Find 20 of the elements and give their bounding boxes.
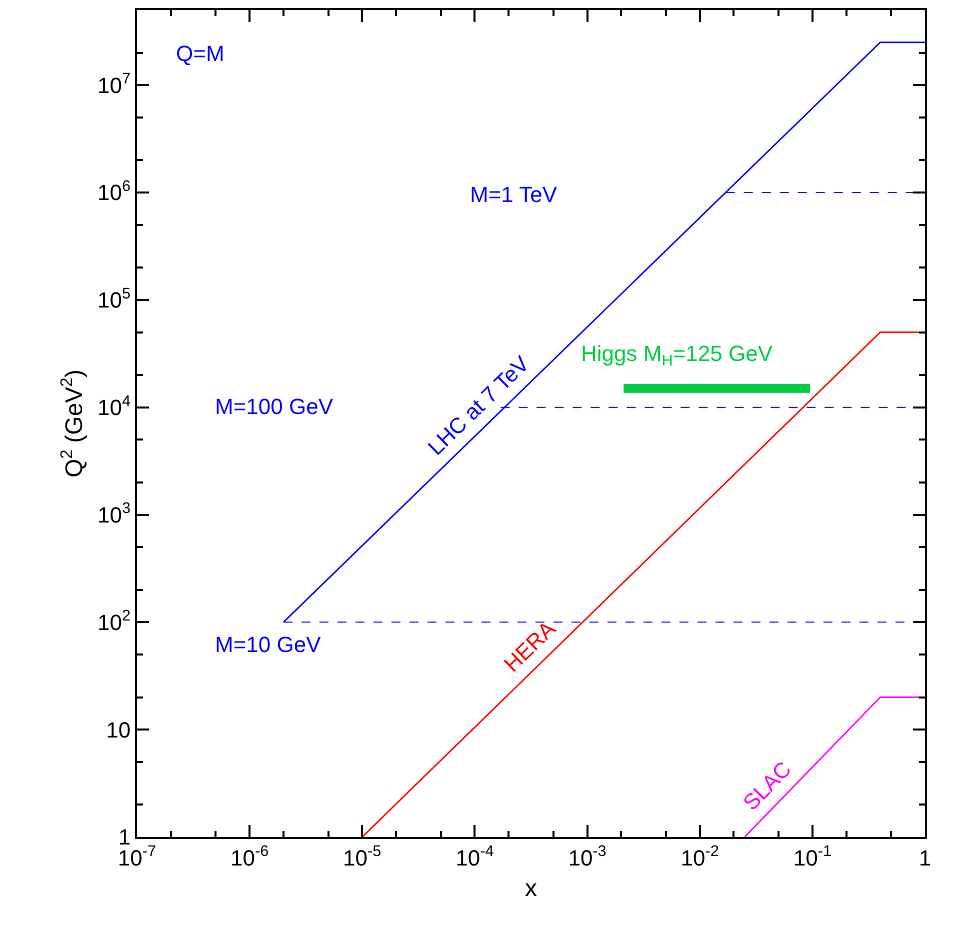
y-tick-label: 10$^{4}$ <box>98 392 132 420</box>
x-tick-label: 10$^{-3}$ <box>568 843 606 870</box>
x-tick-label: 1 <box>918 845 932 870</box>
annotation: Higgs M$_{H}$=125 GeV <box>581 341 773 370</box>
x-axis-title: x <box>525 875 537 902</box>
x-tick-label: 10$^{-1}$ <box>793 843 832 870</box>
x-tick-label: 10$^{-5}$ <box>343 843 382 870</box>
annotation: M=1 TeV <box>470 182 558 207</box>
x-tick-label: 10$^{-6}$ <box>230 843 269 870</box>
annotation: M=100 GeV <box>215 394 334 419</box>
y-tick-label: 10$^{3}$ <box>98 500 131 528</box>
y-tick-label: 10$^{6}$ <box>98 178 131 206</box>
x-tick-label: 10$^{-2}$ <box>680 843 719 870</box>
y-tick-label: 10$^{2}$ <box>98 608 131 635</box>
annotation: M=10 GeV <box>215 632 322 657</box>
x-tick-label: 10$^{-4}$ <box>456 843 494 870</box>
annotation: Q=M <box>176 41 224 66</box>
y-tick-label: 10 <box>106 717 131 742</box>
y-tick-label: 10$^{5}$ <box>98 285 131 313</box>
y-tick-label: 10$^{7}$ <box>98 70 131 98</box>
